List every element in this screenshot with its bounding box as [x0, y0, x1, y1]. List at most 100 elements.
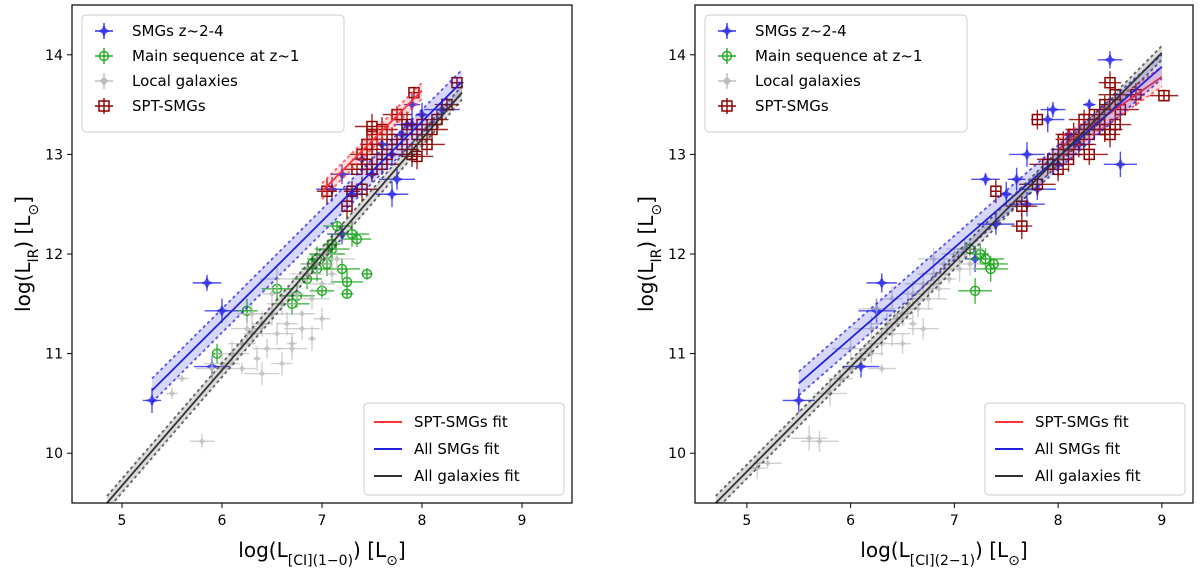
data-point-smgs-z-2-4 [1010, 172, 1024, 186]
y-axis-label-tail: ) [L [634, 215, 658, 249]
data-point-local-galaxies [847, 365, 854, 372]
fit-all-galaxies-fit [106, 85, 463, 503]
legend-item-local-galaxies: Local galaxies [95, 72, 238, 90]
y-tick-label: 10 [668, 446, 686, 462]
legend-item-main-sequence-at-z-1: Main sequence at z~1 [718, 47, 922, 65]
fit-line [151, 81, 463, 392]
legend-item-all-smgs-fit: All SMGs fit [995, 440, 1120, 458]
fit-line [715, 52, 1163, 503]
data-point-smgs-z-2-4 [1020, 147, 1034, 161]
data-point-smgs-z-2-4 [1113, 157, 1127, 171]
y-tick-label: 11 [668, 347, 686, 363]
series-spt-smgs [316, 76, 464, 218]
data-point-local-galaxies [273, 330, 281, 337]
data-point-smgs-z-2-4 [1103, 53, 1117, 67]
y-axis-label-sub: IR [26, 248, 42, 262]
fit-all-galaxies-fit [715, 45, 1163, 503]
legend-label: SPT-SMGs [132, 97, 206, 115]
data-point-main-sequence-at-z-1 [988, 258, 999, 270]
legend-bottom: SPT-SMGs fit All SMGs fit All galaxies fit [363, 402, 565, 496]
data-point-smgs-z-2-4 [792, 393, 806, 407]
x-axis-label-end: ] [398, 538, 406, 562]
x-axis-label-end: ] [1020, 538, 1028, 562]
y-axis-label: log(LIR) [L⊙] [634, 196, 665, 312]
x-tick-label: 8 [1054, 513, 1063, 529]
data-point-spt-smgs [1031, 113, 1044, 126]
legend-label: SPT-SMGs fit [414, 413, 508, 431]
right-panel: 5 6 7 8 9 10 11 12 13 14 SMGs z~2-4 Main sequence a… [634, 4, 1194, 569]
x-axis-label: log(L[CI](2−1)) [L⊙] [860, 538, 1027, 569]
y-tick-label: 11 [45, 347, 63, 363]
fit-line [106, 92, 463, 503]
data-point-main-sequence-at-z-1 [969, 285, 981, 297]
data-point-spt-smgs [1099, 123, 1111, 136]
data-point-smgs-z-2-4 [200, 276, 214, 290]
fit-band [107, 85, 462, 503]
data-point-main-sequence-at-z-1 [336, 263, 348, 275]
left-panel: 5 6 7 8 9 10 11 12 13 14 SMGs z~2-4 Main sequence a… [11, 4, 573, 569]
x-tick-label: 7 [318, 513, 327, 529]
legend-item-spt-smgs: SPT-SMGs [718, 97, 829, 115]
fit-upper [106, 85, 463, 497]
data-point-smgs-z-2-4 [1046, 103, 1060, 117]
data-point-local-galaxies [283, 320, 291, 327]
fit-all-smgs-fit [151, 69, 463, 404]
data-point-main-sequence-at-z-1 [351, 233, 363, 245]
data-point-local-galaxies [248, 330, 256, 337]
data-point-local-galaxies [238, 365, 246, 372]
data-point-local-galaxies [268, 290, 276, 298]
data-point-local-galaxies [956, 265, 963, 273]
legend-item-all-smgs-fit: All SMGs fit [374, 440, 499, 458]
data-point-spt-smgs [1016, 220, 1028, 232]
legend-label: SPT-SMGs fit [1035, 413, 1129, 431]
fit-upper [151, 69, 463, 380]
data-point-smgs-z-2-4 [145, 393, 159, 407]
y-tick-label: 10 [45, 446, 63, 462]
data-point-smgs-z-2-4 [854, 359, 868, 373]
y-axis-label: log(LIR) [L⊙] [11, 196, 42, 312]
legend-item-smgs-z-2-4: SMGs z~2-4 [95, 22, 224, 40]
data-point-local-galaxies [930, 255, 937, 263]
x-tick-label: 9 [518, 513, 527, 529]
legend-label: Main sequence at z~1 [755, 47, 922, 65]
data-point-local-galaxies [318, 280, 326, 288]
data-point-spt-smgs [1104, 76, 1116, 89]
x-axis-label: log(L[CI](1−0)) [L⊙] [238, 538, 405, 569]
data-point-local-galaxies [308, 335, 316, 342]
legend-label: All SMGs fit [1035, 440, 1120, 458]
data-point-main-sequence-at-z-1 [346, 228, 358, 240]
data-point-local-galaxies [298, 325, 306, 332]
data-point-local-galaxies [263, 345, 271, 352]
data-point-spt-smgs [341, 200, 353, 212]
legend-bottom: SPT-SMGs fit All SMGs fit All galaxies fit [984, 402, 1186, 496]
data-point-local-galaxies [328, 270, 336, 278]
y-tick-label: 12 [668, 247, 686, 263]
fit-lower [151, 93, 463, 404]
legend-marker [98, 100, 110, 112]
legend-item-spt-smgs-fit: SPT-SMGs fit [374, 413, 508, 431]
legend-marker [97, 24, 111, 38]
fit-upper [715, 45, 1163, 497]
data-point-smgs-z-2-4 [875, 276, 889, 290]
fit-lower [721, 59, 1163, 503]
data-point-local-galaxies [298, 310, 306, 317]
data-point-smgs-z-2-4 [1082, 98, 1096, 112]
plot-area [715, 45, 1179, 503]
data-point-local-galaxies [878, 365, 885, 372]
data-point-spt-smgs [990, 185, 1002, 198]
data-point-local-galaxies [899, 340, 906, 347]
data-point-local-galaxies [323, 250, 331, 258]
x-tick-label: 7 [950, 513, 959, 529]
legend-item-local-galaxies: Local galaxies [718, 72, 861, 90]
data-point-main-sequence-at-z-1 [361, 268, 373, 280]
legend-marker [720, 24, 734, 38]
data-point-spt-smgs [1158, 89, 1170, 102]
x-axis-label-sun: ⊙ [1008, 553, 1020, 569]
legend-label: All SMGs fit [414, 440, 499, 458]
legend-label: Local galaxies [755, 72, 861, 90]
data-point-smgs-z-2-4 [1041, 112, 1055, 127]
data-point-local-galaxies [816, 438, 823, 445]
x-tick-label: 5 [742, 513, 751, 529]
y-axis-label-main: log(L [11, 262, 35, 312]
data-point-main-sequence-at-z-1 [316, 285, 328, 297]
